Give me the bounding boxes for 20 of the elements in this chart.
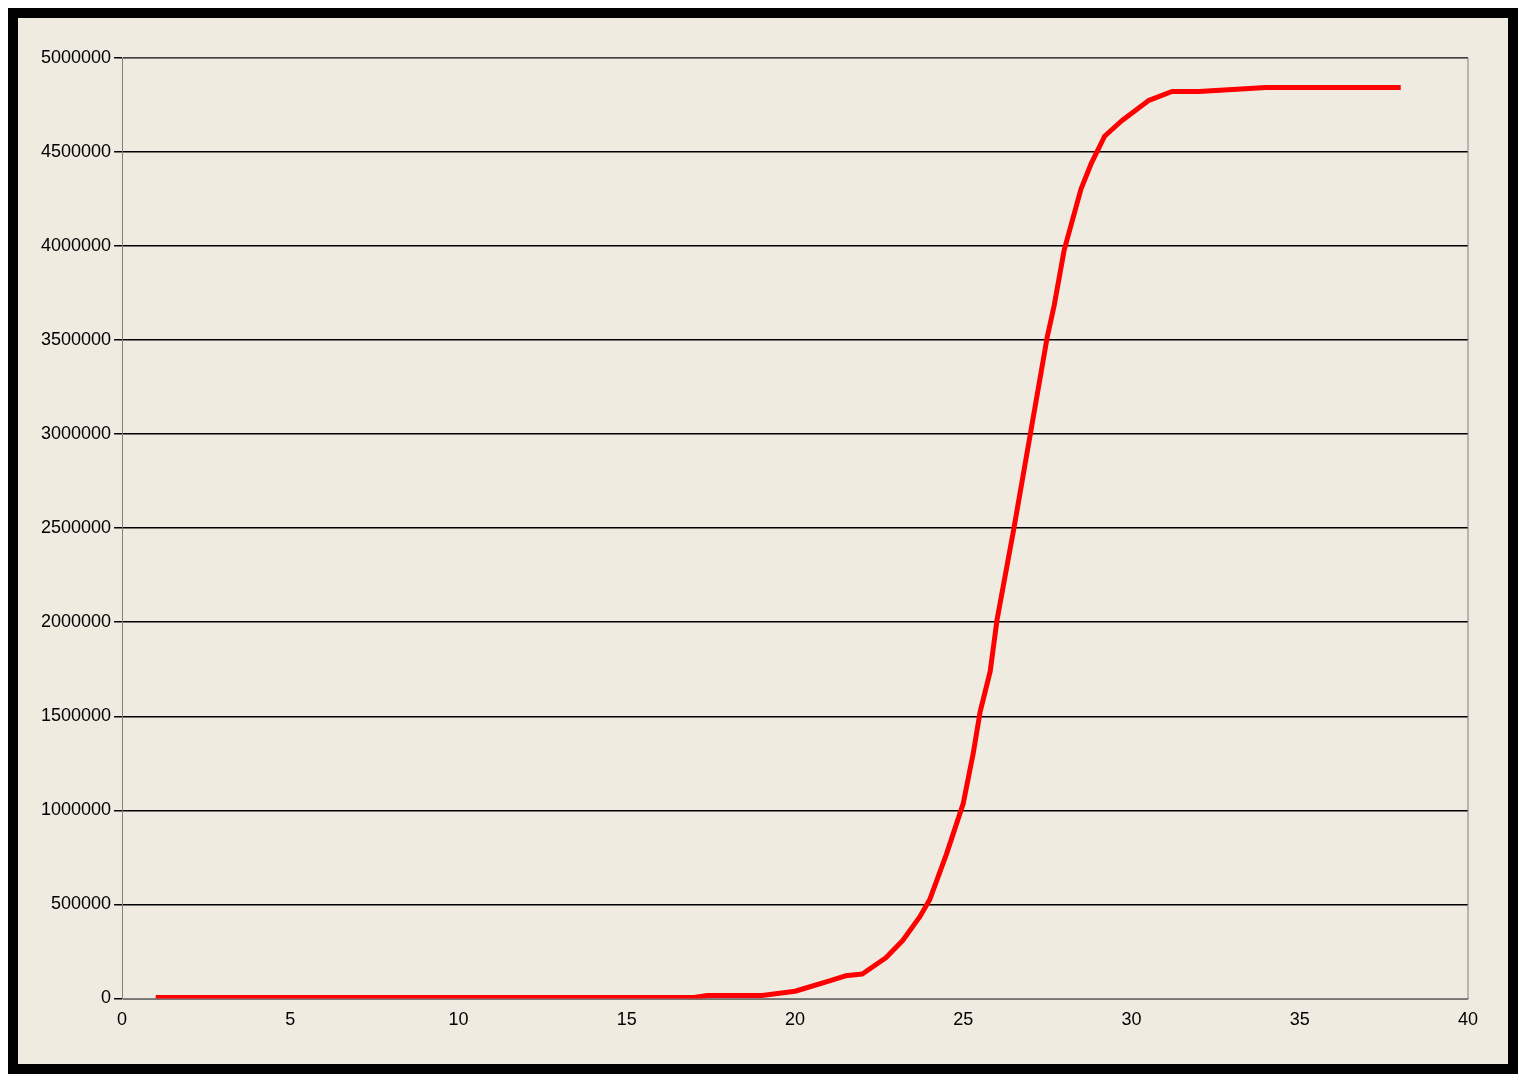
x-tick-label: 20 (785, 1009, 806, 1030)
x-tick-label: 40 (1457, 1009, 1479, 1030)
y-tick-label: 1500000 (41, 705, 112, 726)
x-tick-label: 25 (953, 1009, 974, 1030)
x-tick-label: 0 (117, 1009, 128, 1030)
y-tick-label: 3000000 (41, 423, 112, 444)
y-tick-label: 1000000 (41, 799, 112, 820)
x-tick-label: 35 (1289, 1009, 1310, 1030)
y-tick-label: 500000 (51, 893, 112, 914)
x-tick-label: 15 (616, 1009, 637, 1030)
y-tick-label: 2500000 (41, 517, 112, 538)
y-tick-label: 4500000 (41, 141, 112, 162)
y-tick-label: 2000000 (41, 611, 112, 632)
y-tick-label: 4000000 (41, 235, 112, 256)
x-tick-label: 5 (285, 1009, 296, 1030)
x-tick-label: 10 (448, 1009, 469, 1030)
x-tick-label: 30 (1121, 1009, 1142, 1030)
y-tick-label: 3500000 (41, 329, 112, 350)
y-tick-label: 0 (101, 987, 112, 1008)
y-tick-label: 5000000 (41, 46, 112, 67)
